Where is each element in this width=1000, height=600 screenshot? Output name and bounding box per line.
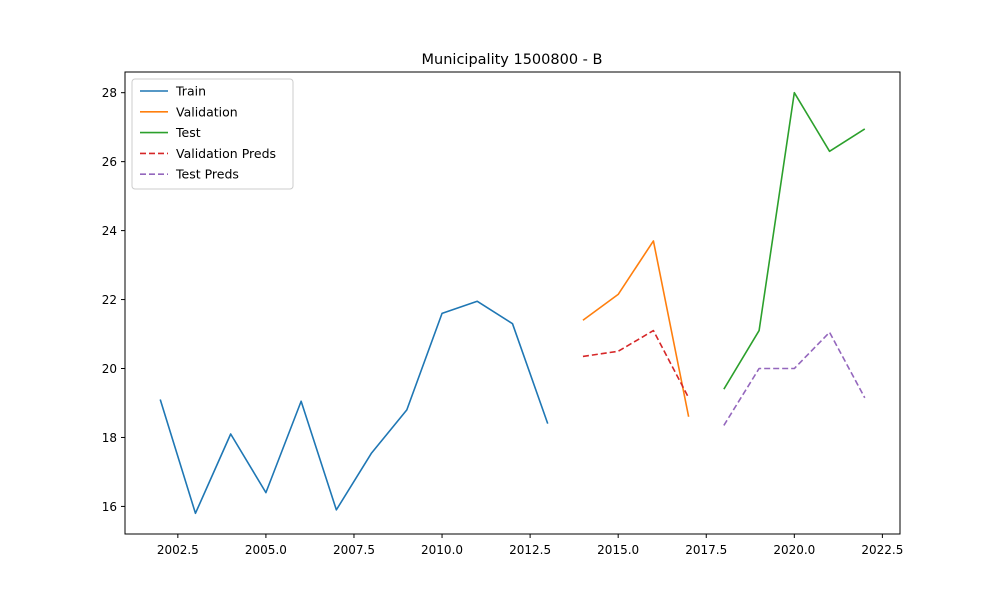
legend-label: Validation [176, 104, 238, 119]
legend-label: Validation Preds [176, 146, 276, 161]
legend-label: Test [175, 125, 201, 140]
chart-title: Municipality 1500800 - B [422, 52, 603, 68]
legend-label: Train [175, 84, 206, 99]
series-line-test [723, 91, 866, 390]
axes-frame [124, 71, 901, 535]
x-tick-label: 2010.0 [421, 543, 463, 557]
x-tick-label: 2022.5 [861, 543, 903, 557]
y-tick-label: 16 [102, 500, 117, 514]
series-line-train [159, 300, 549, 515]
x-tick-label: 2005.0 [245, 543, 287, 557]
series-line-validation-preds [582, 329, 690, 399]
series-line-test-preds [723, 331, 866, 426]
series-line-validation [582, 240, 690, 417]
x-tick-label: 2012.5 [509, 543, 551, 557]
legend-box [131, 78, 294, 190]
y-tick-label: 24 [102, 224, 117, 238]
y-tick-label: 28 [102, 86, 117, 100]
x-tick-label: 2020.0 [773, 543, 815, 557]
series-layer [159, 91, 866, 515]
legend-label: Test Preds [175, 167, 239, 182]
x-tick-label: 2007.5 [333, 543, 375, 557]
y-tick-label: 18 [102, 431, 117, 445]
legend: Train Validation Test Validation Preds Test … [131, 78, 294, 190]
x-tick-label: 2017.5 [685, 543, 727, 557]
x-tick-label: 2002.5 [157, 543, 199, 557]
x-axis: 2002.5 2005.0 2007.5 2010.0 2012.5 2015.0 2017… [157, 534, 903, 557]
y-tick-label: 20 [102, 362, 117, 376]
y-axis: 16 18 20 22 24 26 28 [102, 86, 125, 514]
y-tick-label: 22 [102, 293, 117, 307]
y-tick-label: 26 [102, 155, 117, 169]
x-tick-label: 2015.0 [597, 543, 639, 557]
